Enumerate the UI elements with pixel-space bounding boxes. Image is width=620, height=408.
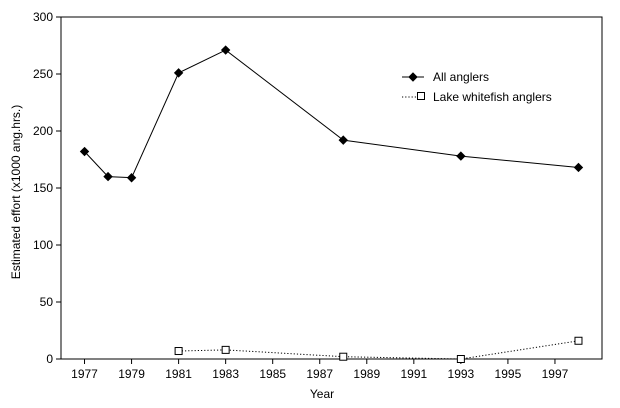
legend: All anglers Lake whitefish anglers <box>402 70 552 104</box>
x-axis-title: Year <box>310 387 334 401</box>
y-tick-label: 250 <box>33 67 53 81</box>
x-tick-label: 1979 <box>118 367 145 381</box>
x-tick-label: 1997 <box>542 367 569 381</box>
legend-marker-lake-whitefish-anglers <box>417 92 425 100</box>
data-point-all-anglers <box>573 162 584 173</box>
data-point-all-anglers <box>103 171 113 182</box>
y-axis-title: Estimated effort (x1000 ang.hrs.) <box>9 105 23 280</box>
x-tick-label: 1985 <box>259 367 286 381</box>
data-point-lake-whitefish-anglers <box>456 355 465 363</box>
x-tick-label: 1983 <box>212 367 239 381</box>
y-tick-label: 200 <box>33 124 53 138</box>
series-layer <box>79 45 584 363</box>
y-tick-label: 0 <box>46 352 53 366</box>
data-point-all-anglers <box>126 173 137 183</box>
legend-label-all-anglers: All anglers <box>433 70 489 84</box>
x-tick-label: 1977 <box>71 367 98 381</box>
legend-marker-all-anglers <box>408 72 418 82</box>
x-tick-label: 1993 <box>448 367 475 381</box>
x-tick-label: 1995 <box>495 367 522 381</box>
series-line-lake-whitefish-anglers <box>178 340 579 360</box>
y-tick-label: 300 <box>33 10 53 24</box>
x-tick-label: 1981 <box>165 367 192 381</box>
axis-ticks: 1977 1979 1981 1983 1985 1987 1989 1991 1993 1995… <box>33 10 569 381</box>
data-point-lake-whitefish-anglers <box>174 347 183 356</box>
series-lake-whitefish-anglers <box>174 336 583 363</box>
data-point-all-anglers <box>79 146 90 157</box>
y-tick-label: 50 <box>40 295 54 309</box>
y-tick-label: 150 <box>33 181 53 195</box>
legend-label-lake-whitefish-anglers: Lake whitefish anglers <box>433 90 552 104</box>
x-tick-label: 1991 <box>400 367 427 381</box>
x-tick-label: 1989 <box>353 367 380 381</box>
data-point-all-anglers <box>456 151 466 161</box>
data-point-lake-whitefish-anglers <box>339 352 348 361</box>
series-all-anglers <box>79 45 584 183</box>
series-line-all-anglers <box>84 49 579 179</box>
data-point-all-anglers <box>220 45 231 55</box>
data-point-all-anglers <box>173 68 184 78</box>
y-tick-label: 100 <box>33 238 53 252</box>
data-point-lake-whitefish-anglers <box>574 336 583 345</box>
data-point-all-anglers <box>338 135 348 145</box>
x-tick-label: 1987 <box>306 367 333 381</box>
data-point-lake-whitefish-anglers <box>221 345 230 354</box>
plot-frame <box>60 16 603 360</box>
